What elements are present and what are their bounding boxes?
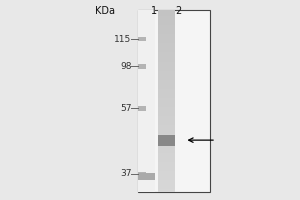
Bar <box>158 143 175 146</box>
Bar <box>158 152 175 156</box>
Bar <box>158 37 175 40</box>
Bar <box>158 95 175 98</box>
Bar <box>138 10 210 192</box>
Bar <box>158 176 175 180</box>
Bar <box>158 28 175 31</box>
Bar <box>158 119 175 122</box>
Text: KDa: KDa <box>95 6 115 16</box>
Bar <box>158 64 175 68</box>
Bar <box>158 134 175 137</box>
Bar <box>158 22 175 25</box>
Bar <box>158 46 175 49</box>
Text: 115: 115 <box>114 35 131 44</box>
Bar <box>158 146 175 150</box>
Bar <box>158 173 175 177</box>
Bar <box>158 113 175 116</box>
Bar <box>158 73 175 77</box>
Bar <box>158 104 175 107</box>
Bar <box>158 34 175 37</box>
Bar <box>158 25 175 28</box>
Bar <box>138 64 146 69</box>
Bar <box>158 186 175 189</box>
Bar <box>158 149 175 153</box>
Bar <box>138 173 154 180</box>
Bar <box>158 10 175 13</box>
Bar <box>158 155 175 159</box>
Bar <box>158 76 175 80</box>
Bar <box>158 13 175 16</box>
Text: 57: 57 <box>120 104 131 113</box>
Text: 37: 37 <box>120 169 131 178</box>
Bar <box>158 140 175 143</box>
Bar <box>158 116 175 119</box>
Bar <box>158 110 175 113</box>
Bar <box>158 122 175 125</box>
Text: 1: 1 <box>152 6 158 16</box>
Bar <box>158 70 175 74</box>
Bar <box>158 61 175 65</box>
Bar <box>158 135 175 146</box>
Bar <box>158 49 175 52</box>
Bar <box>158 182 175 186</box>
Text: 2: 2 <box>176 6 182 16</box>
Bar <box>158 125 175 128</box>
Bar <box>158 98 175 101</box>
Bar <box>158 82 175 86</box>
Bar <box>138 106 146 111</box>
Bar <box>158 158 175 162</box>
Bar <box>158 52 175 56</box>
Text: 98: 98 <box>120 62 131 71</box>
Bar <box>158 16 175 19</box>
Bar <box>158 40 175 43</box>
Bar <box>158 131 175 134</box>
Bar <box>158 161 175 165</box>
Bar <box>158 19 175 22</box>
Bar <box>158 101 175 104</box>
Bar <box>158 43 175 46</box>
Bar <box>158 179 175 183</box>
Bar <box>158 55 175 59</box>
Bar <box>158 167 175 171</box>
Bar <box>158 164 175 168</box>
Bar <box>158 88 175 92</box>
Bar <box>158 67 175 71</box>
Bar <box>138 172 146 176</box>
Bar <box>158 128 175 131</box>
Bar <box>158 58 175 62</box>
Bar <box>158 31 175 34</box>
Bar <box>158 137 175 140</box>
Bar <box>158 79 175 83</box>
Bar <box>138 10 154 192</box>
Bar <box>158 189 175 192</box>
Bar <box>158 85 175 89</box>
Bar <box>158 92 175 95</box>
Bar <box>158 107 175 110</box>
Bar <box>158 170 175 174</box>
Bar <box>138 37 146 41</box>
